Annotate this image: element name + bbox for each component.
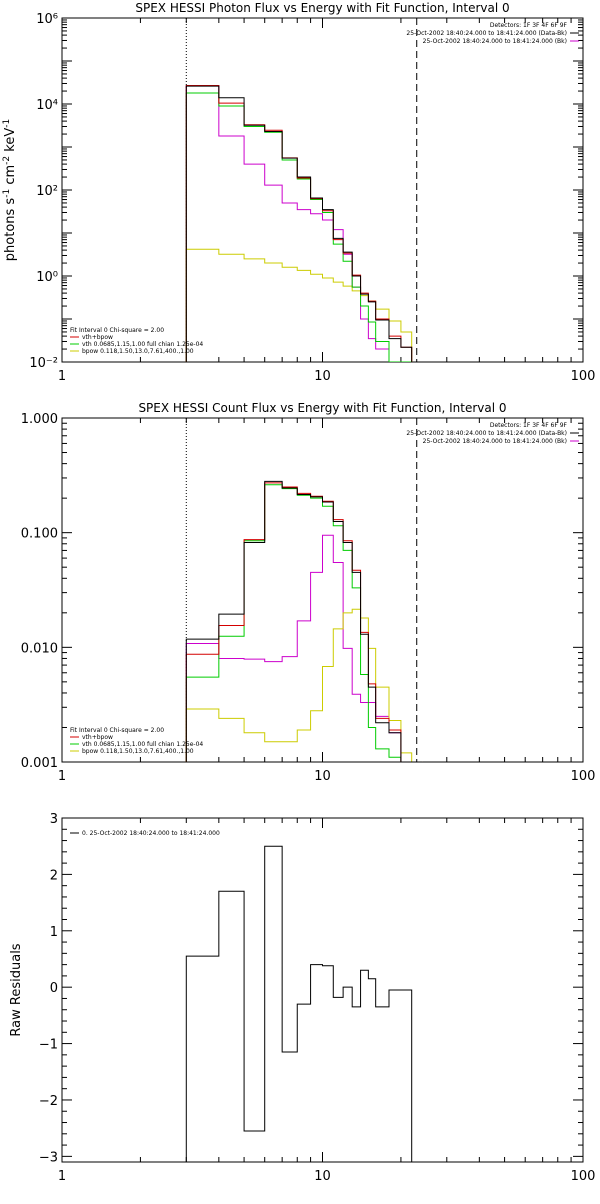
y-axis-label-part: cm xyxy=(3,165,18,189)
y-tick-label: 1.000 xyxy=(21,412,58,427)
legend-left-text: vth+bpow xyxy=(82,334,113,341)
y-tick-label: 3 xyxy=(50,812,58,827)
series-bk-step-line xyxy=(185,85,413,362)
series-bpow-step-line xyxy=(185,248,413,362)
y-tick-label: 0.010 xyxy=(21,641,58,656)
y-axis-label-part: -2 xyxy=(2,156,12,165)
y-tick-label: 10⁰ xyxy=(36,270,58,285)
x-tick-label: 10 xyxy=(314,369,331,384)
chart-panel-2: 1 10 100 −3 −2 −1 0 1 2 3 Raw Residuals 0. 25-Oct-2… xyxy=(9,812,595,1184)
x-tick-label: 100 xyxy=(571,369,596,384)
y-tick-label: −2 xyxy=(39,1094,58,1109)
legend-right-text: Detectors: 1F 3F 4F 6F 9F xyxy=(490,22,568,29)
legend-right-text: Detectors: 1F 3F 4F 6F 9F xyxy=(490,422,568,429)
y-tick-label: 0 xyxy=(50,981,58,996)
series-total-step-line xyxy=(185,480,423,762)
data-layer xyxy=(185,418,423,762)
data-layer xyxy=(185,845,413,1162)
x-tick-label: 100 xyxy=(571,1169,596,1184)
y-axis-label: Raw Residuals xyxy=(9,943,24,1036)
y-tick-label: 10⁶ xyxy=(36,12,58,27)
y-tick-label: 1 xyxy=(50,925,58,940)
legend-right-text: 25-Oct-2002 18:40:24.000 to 18:41:24.000… xyxy=(406,30,567,37)
chart-panel-1: SPEX HESSI Count Flux vs Energy with Fit… xyxy=(21,401,596,784)
chart-title: SPEX HESSI Photon Flux vs Energy with Fi… xyxy=(135,1,509,15)
plot-frame xyxy=(61,817,584,1163)
x-tick-label: 10 xyxy=(314,1169,331,1184)
legend-right-text: 25-Oct-2002 18:40:24.000 to 18:41:24.000… xyxy=(423,38,567,45)
series-sum-step-line xyxy=(185,482,423,762)
data-layer xyxy=(185,18,418,362)
series-sum-step-line xyxy=(185,84,413,362)
y-tick-label: 0.001 xyxy=(21,756,58,771)
legend-left-text: vth 0.0685,1.15,1.00 full chian 1.25e-04 xyxy=(82,341,203,348)
plot-frame xyxy=(61,17,584,363)
legend-left-text: vth 0.0685,1.15,1.00 full chian 1.25e-04 xyxy=(82,741,203,748)
legend-right-text: 25-Oct-2002 18:40:24.000 to 18:41:24.000… xyxy=(406,430,567,437)
x-tick-label: 1 xyxy=(58,769,66,784)
chart-panel-0: SPEX HESSI Photon Flux vs Energy with Fi… xyxy=(2,1,595,384)
y-tick-label: 2 xyxy=(50,868,58,883)
series-vth-step-line xyxy=(185,484,423,762)
y-axis-label-part: -1 xyxy=(2,119,12,128)
y-axis-label: photons s-1 cm-2 keV-1 xyxy=(2,119,18,261)
legend-left-text: bpow 0.118,1.50,13.0,7.61,400.,1.00 xyxy=(82,748,194,755)
x-tick-label: 1 xyxy=(58,1169,66,1184)
legend-left-text: 0. 25-Oct-2002 18:40:24.000 to 18:41:24.… xyxy=(82,830,220,837)
legend-left-text: bpow 0.118,1.50,13.0,7.61,400.,1.00 xyxy=(82,348,194,355)
y-tick-label: 10⁴ xyxy=(36,98,58,113)
chart-title: SPEX HESSI Count Flux vs Energy with Fit… xyxy=(138,401,506,415)
series-total-step-line xyxy=(185,85,413,362)
legend-left-text: vth+bpow xyxy=(82,734,113,741)
x-tick-label: 1 xyxy=(58,369,66,384)
y-axis-label-part: photons s xyxy=(3,198,18,262)
x-tick-label: 10 xyxy=(314,769,331,784)
series-total-step-line xyxy=(185,845,413,1162)
y-tick-label: −3 xyxy=(39,1150,58,1165)
y-tick-label: 0.100 xyxy=(21,527,58,542)
y-axis-label-part: -1 xyxy=(2,189,12,198)
y-tick-label: 10² xyxy=(36,184,58,199)
y-axis-label-part: keV xyxy=(3,128,18,156)
x-tick-label: 100 xyxy=(571,769,596,784)
legend-left-text: Fit Interval 0 Chi-square = 2.00 xyxy=(70,727,164,734)
legend-left-text: Fit Interval 0 Chi-square = 2.00 xyxy=(70,327,164,334)
y-tick-label: −1 xyxy=(39,1038,58,1053)
y-tick-label: 10⁻² xyxy=(29,356,58,371)
series-vth-step-line xyxy=(185,92,413,362)
series-bpow-step-line xyxy=(185,608,423,762)
legend-right-text: 25-Oct-2002 18:40:24.000 to 18:41:24.000… xyxy=(423,438,567,445)
